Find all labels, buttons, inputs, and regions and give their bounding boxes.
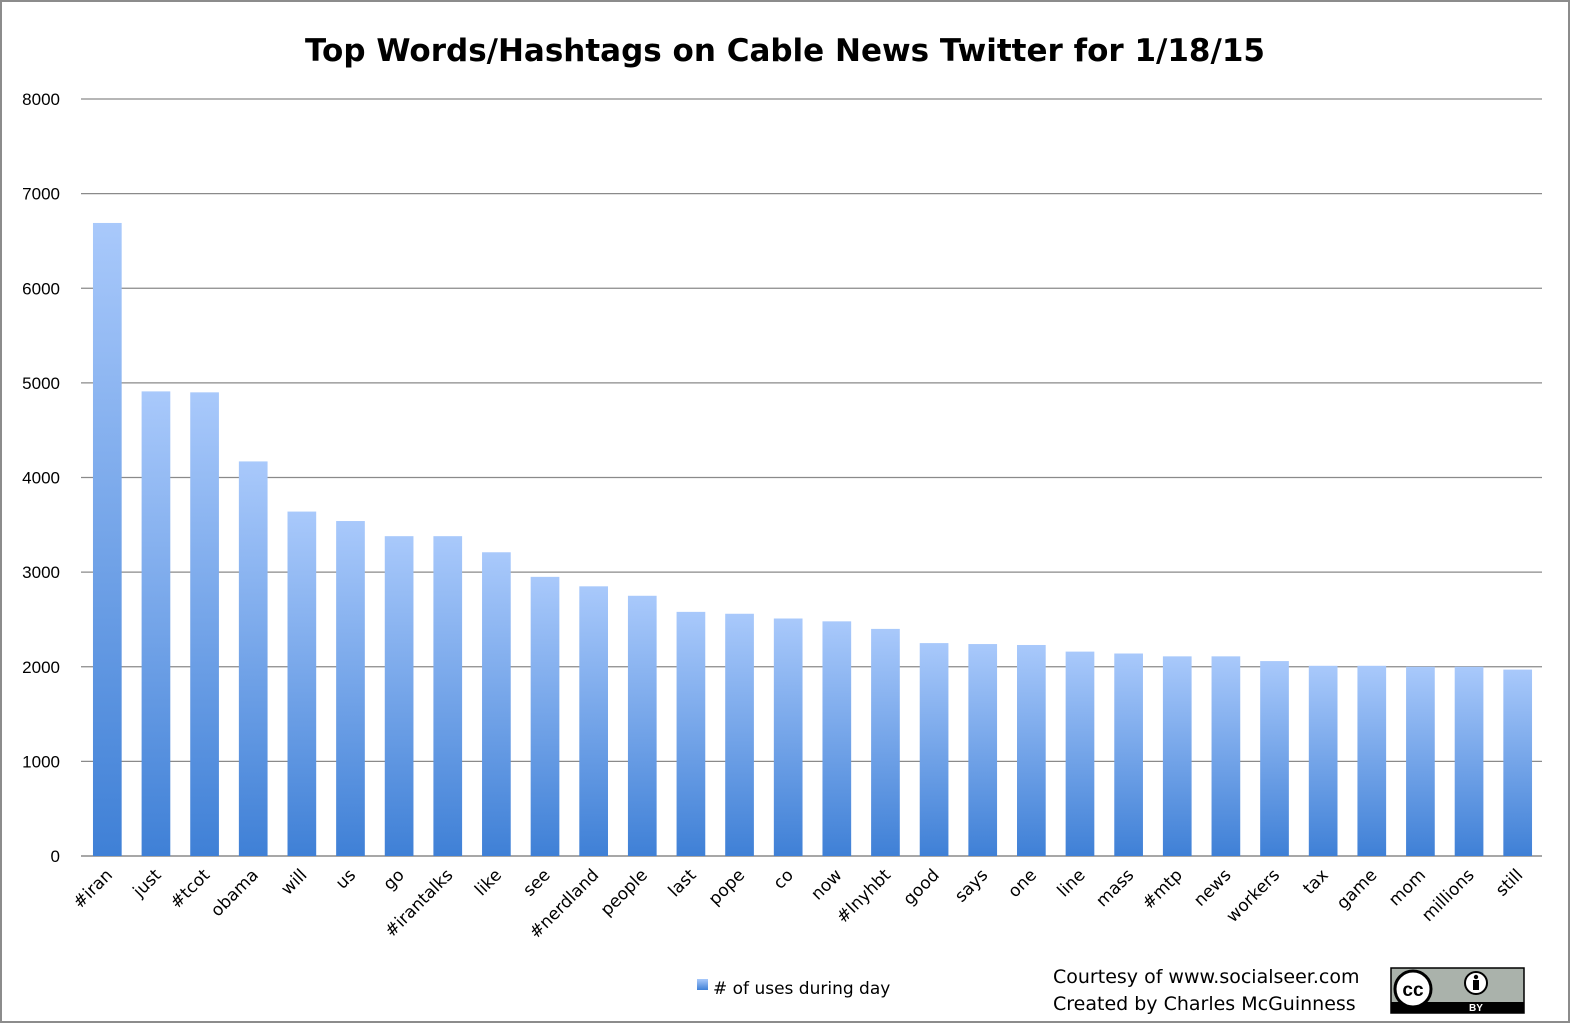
bar-layer	[92, 222, 1533, 857]
x-tick-label: news	[1190, 865, 1235, 910]
credit-line-2: Created by Charles McGuinness	[1053, 993, 1356, 1015]
bar-pope	[725, 613, 754, 856]
bar-obama	[238, 461, 268, 856]
x-tick-label: just	[129, 865, 166, 902]
x-tick-label: line	[1054, 865, 1090, 901]
x-tick-label: pope	[705, 865, 749, 909]
bar-hash-iran	[92, 222, 122, 857]
by-badge-text: BY	[1469, 1003, 1483, 1014]
y-tick-label: 8000	[22, 90, 60, 109]
bar-one	[1017, 644, 1046, 856]
bar-news	[1211, 656, 1241, 856]
x-tick-label: game	[1333, 865, 1381, 913]
x-tick-label: workers	[1223, 865, 1285, 927]
y-tick-label: 2000	[22, 658, 60, 677]
bar-millions	[1454, 666, 1484, 856]
x-tick-label: people	[597, 865, 652, 920]
x-tick-label: mom	[1385, 865, 1430, 910]
bar-now	[822, 621, 852, 856]
x-tick-label: now	[807, 865, 846, 904]
x-tick-label: #mtp	[1139, 865, 1187, 913]
x-tick-label: will	[277, 865, 311, 899]
bar-mom	[1406, 666, 1435, 856]
bar-hash-nerdland	[579, 586, 608, 856]
x-tick-label: says	[951, 865, 992, 906]
x-tick-label: #iran	[69, 865, 116, 912]
bar-go	[384, 536, 414, 856]
bar-hash-tcot	[190, 392, 219, 856]
cc-by-icon: cc BY	[1390, 967, 1525, 1014]
bar-will	[287, 511, 317, 856]
x-tick-label: obama	[207, 865, 263, 921]
bar-game	[1357, 665, 1387, 856]
x-tick-label: mass	[1092, 865, 1138, 911]
bar-people	[627, 595, 657, 856]
legend-swatch	[697, 979, 708, 990]
x-tick-label: #lnyhbt	[833, 865, 895, 927]
bar-just	[141, 391, 171, 856]
bar-last	[676, 611, 706, 856]
cc-badge-text: cc	[1402, 980, 1424, 1001]
legend: # of uses during day	[697, 979, 890, 999]
bar-mass	[1114, 653, 1143, 856]
x-tick-label: tax	[1299, 865, 1332, 898]
bar-hash-mtp	[1162, 656, 1192, 856]
x-tick-label: one	[1004, 865, 1041, 902]
x-tick-label: millions	[1418, 865, 1479, 926]
bar-workers	[1260, 661, 1289, 856]
x-tick-label: us	[332, 865, 360, 893]
x-tick-label: like	[471, 865, 506, 900]
x-tick-label: last	[665, 865, 701, 901]
x-tick-label: still	[1492, 865, 1527, 900]
bar-says	[968, 644, 998, 856]
credit-line-1: Courtesy of www.socialseer.com	[1053, 966, 1359, 988]
x-tick-label: see	[519, 865, 554, 900]
bar-like	[482, 552, 511, 856]
bar-good	[919, 643, 949, 856]
legend-label: # of uses during day	[713, 979, 890, 999]
bar-us	[336, 521, 365, 856]
grid-layer: 0 1000 2000 3000 4000 5000 6000 7000 8000	[22, 90, 1542, 866]
y-tick-label: 5000	[22, 374, 60, 393]
bar-see	[530, 576, 560, 856]
bar-hash-lnyhbt	[871, 628, 900, 856]
y-tick-label: 1000	[22, 752, 60, 771]
x-tick-label: co	[770, 865, 798, 893]
y-tick-label: 3000	[22, 563, 60, 582]
chart-title: Top Words/Hashtags on Cable News Twitter…	[305, 33, 1265, 69]
bar-co	[773, 618, 803, 856]
y-tick-label: 7000	[22, 185, 60, 204]
y-tick-label: 6000	[22, 279, 60, 298]
bar-tax	[1308, 665, 1338, 856]
bar-line	[1065, 651, 1095, 856]
bar-still	[1503, 669, 1533, 856]
x-tick-label: good	[900, 865, 944, 909]
y-tick-label: 4000	[22, 469, 60, 488]
bar-hash-irantalks	[433, 536, 463, 856]
y-tick-label: 0	[51, 847, 60, 866]
x-tick-label: go	[380, 865, 409, 894]
